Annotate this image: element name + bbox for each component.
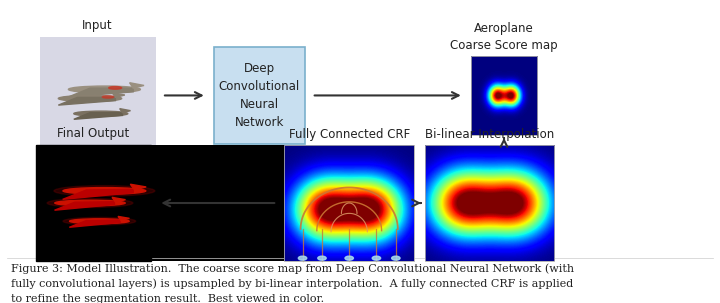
Bar: [471, 56, 537, 135]
FancyBboxPatch shape: [214, 46, 305, 144]
Text: Input: Input: [82, 19, 112, 32]
Ellipse shape: [392, 256, 400, 260]
Ellipse shape: [318, 256, 326, 260]
Ellipse shape: [298, 256, 307, 260]
Polygon shape: [63, 189, 133, 199]
Ellipse shape: [68, 86, 140, 93]
Polygon shape: [120, 109, 130, 113]
Text: Bi-linear Interpolation: Bi-linear Interpolation: [425, 128, 554, 141]
Ellipse shape: [102, 96, 114, 98]
Ellipse shape: [58, 95, 122, 102]
Bar: [425, 145, 554, 261]
Ellipse shape: [55, 200, 125, 206]
Bar: [284, 145, 414, 261]
Bar: [36, 145, 151, 261]
Text: Figure 3: Model Illustration.  The coarse score map from Deep Convolutional Neur: Figure 3: Model Illustration. The coarse…: [11, 264, 574, 303]
Polygon shape: [74, 113, 122, 119]
Text: Deep
Convolutional
Neural
Network: Deep Convolutional Neural Network: [219, 62, 300, 129]
Ellipse shape: [74, 111, 128, 116]
Ellipse shape: [63, 217, 135, 225]
Polygon shape: [118, 216, 130, 221]
Ellipse shape: [345, 256, 354, 260]
Text: Final Output: Final Output: [58, 127, 130, 140]
Polygon shape: [58, 97, 115, 105]
Polygon shape: [130, 83, 144, 88]
Polygon shape: [112, 197, 125, 202]
Ellipse shape: [54, 185, 155, 196]
Ellipse shape: [48, 198, 133, 208]
Polygon shape: [130, 184, 146, 190]
Polygon shape: [55, 202, 114, 210]
Ellipse shape: [70, 219, 129, 224]
Polygon shape: [112, 93, 125, 97]
Ellipse shape: [372, 256, 381, 260]
Text: Aeroplane
Coarse Score map: Aeroplane Coarse Score map: [450, 22, 558, 52]
Text: Fully Connected CRF: Fully Connected CRF: [289, 128, 410, 141]
Polygon shape: [68, 88, 133, 97]
Ellipse shape: [63, 188, 145, 194]
Polygon shape: [69, 220, 120, 227]
Ellipse shape: [109, 87, 122, 89]
